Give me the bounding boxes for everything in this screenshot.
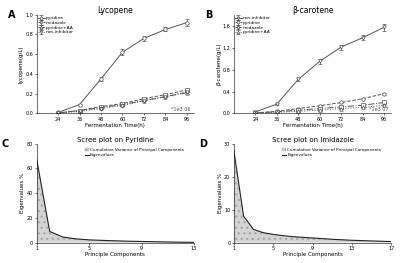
Legend: non-inhibitor, pyridine, imidazole, pyridine+AA: non-inhibitor, pyridine, imidazole, pyri… — [235, 16, 271, 35]
X-axis label: Principle Components: Principle Components — [283, 252, 342, 257]
Title: Lycopene: Lycopene — [98, 6, 133, 14]
Y-axis label: lycopene(g/L): lycopene(g/L) — [19, 45, 24, 83]
Legend: Cumulative Variance of Principal Components, Eigenvalues: Cumulative Variance of Principal Compone… — [84, 148, 184, 158]
Text: C: C — [2, 139, 9, 149]
Y-axis label: Eigenvalues %: Eigenvalues % — [218, 173, 223, 213]
Title: β-carotene: β-carotene — [292, 6, 333, 14]
X-axis label: Principle Components: Principle Components — [85, 252, 145, 257]
Text: A: A — [8, 10, 16, 20]
X-axis label: Fermentation Time(h): Fermentation Time(h) — [283, 123, 342, 128]
Text: *1e3 06: *1e3 06 — [172, 108, 191, 113]
Text: D: D — [199, 139, 207, 149]
Title: Scree plot on Imidazole: Scree plot on Imidazole — [272, 137, 354, 143]
Y-axis label: Eigenvalues %: Eigenvalues % — [20, 173, 26, 213]
X-axis label: Fermentation Time(h): Fermentation Time(h) — [85, 123, 145, 128]
Y-axis label: β-carotene(g/L): β-carotene(g/L) — [216, 43, 221, 85]
Legend: pyridine, imidazole, pyridine+AA, non-inhibitor: pyridine, imidazole, pyridine+AA, non-in… — [38, 16, 74, 35]
Legend: Cumulative Variance of Principal Components, Eigenvalues: Cumulative Variance of Principal Compone… — [281, 148, 382, 158]
Text: *1e3 07: *1e3 07 — [369, 108, 388, 113]
Text: B: B — [206, 10, 213, 20]
Title: Scree plot on Pyridine: Scree plot on Pyridine — [77, 137, 154, 143]
